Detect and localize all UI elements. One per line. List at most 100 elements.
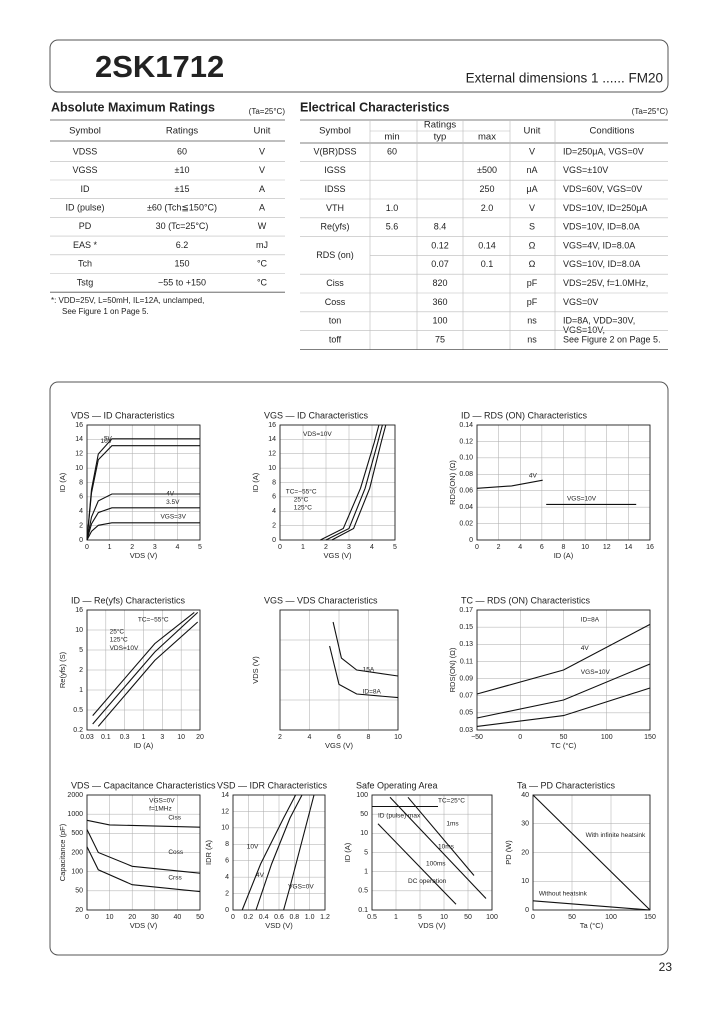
- column-header: Symbol: [69, 126, 101, 137]
- x-tick-label: 100: [605, 914, 617, 921]
- x-tick-label: 8: [562, 544, 566, 551]
- x-axis-label: VDS (V): [130, 551, 158, 560]
- y-tick-label: 12: [268, 451, 276, 458]
- unit-cell: V: [529, 203, 535, 213]
- graph-title: VGS — ID Characteristics: [264, 410, 369, 420]
- value-cell: 5.6: [386, 222, 399, 232]
- y-tick-label: 0: [272, 537, 276, 544]
- y-tick-label: 10: [75, 465, 83, 472]
- curve-label: VDS=10V: [303, 431, 332, 438]
- y-tick-label: 0: [525, 907, 529, 914]
- y-tick-label: 10: [521, 878, 529, 885]
- x-tick-label: 0.4: [259, 914, 269, 921]
- x-tick-label: 2: [497, 544, 501, 551]
- y-tick-label: 14: [221, 792, 229, 799]
- y-tick-label: 0.2: [73, 727, 83, 734]
- plot-frame: [279, 424, 396, 541]
- table-cell: °C: [257, 259, 268, 269]
- curve: [92, 611, 195, 716]
- condition-cell: VDS=10V, ID=8.0A: [563, 222, 640, 232]
- condition-cell: VGS=0V: [563, 297, 598, 307]
- y-tick-label: 30: [521, 821, 529, 828]
- subcolumn-header: max: [478, 132, 496, 143]
- plot-frame: [86, 794, 201, 911]
- curve-label: VDS=10V: [110, 645, 139, 652]
- curve: [283, 794, 315, 911]
- y-tick-label: 4: [272, 508, 276, 515]
- x-tick-label: 0.3: [120, 734, 130, 741]
- curve: [532, 900, 651, 911]
- x-tick-label: 0.1: [101, 734, 111, 741]
- curve-label: 4V: [581, 645, 590, 652]
- y-tick-label: 8: [272, 479, 276, 486]
- abs-condition: (Ta=25°C): [249, 107, 286, 116]
- x-tick-label: 20: [196, 734, 204, 741]
- x-tick-label: 5: [393, 544, 397, 551]
- symbol-cell: Re(yfs): [321, 222, 350, 232]
- curve: [476, 623, 651, 695]
- curve-label: VGS=10V: [567, 495, 597, 502]
- x-tick-label: 14: [624, 544, 632, 551]
- column-header: Unit: [524, 126, 541, 137]
- y-tick-label: 2: [225, 890, 229, 897]
- table-cell: Tstg: [77, 277, 94, 287]
- subcolumn-header: typ: [434, 132, 447, 143]
- table-cell: V: [259, 165, 265, 175]
- x-tick-label: 100: [486, 914, 498, 921]
- table-cell: ±15: [175, 184, 190, 194]
- curve-label: 5V: [104, 436, 113, 443]
- graph-title: VDS — ID Characteristics: [71, 410, 175, 420]
- table-cell: ±10: [175, 165, 190, 175]
- x-tick-label: 10: [581, 544, 589, 551]
- condition-cell: ID=250μA, VGS=0V: [563, 146, 644, 156]
- table-cell: ±60 (Tch≦150°C): [147, 202, 217, 212]
- curve: [407, 796, 475, 876]
- y-tick-label: 1: [79, 687, 83, 694]
- curve: [476, 479, 543, 489]
- x-tick-label: 0: [518, 734, 522, 741]
- unit-cell: ns: [527, 334, 537, 344]
- value-cell: 2.0: [481, 203, 494, 213]
- condition-cell: VDS=10V, ID=250μA: [563, 203, 647, 213]
- column-header: Symbol: [319, 126, 351, 137]
- y-tick-label: 100: [356, 792, 368, 799]
- y-tick-label: 0.17: [459, 607, 473, 614]
- x-tick-label: 4: [175, 544, 179, 551]
- x-tick-label: 0.8: [289, 914, 299, 921]
- curve-label: DC operation: [408, 878, 447, 885]
- condition-cell: VGS=10V,: [563, 325, 605, 335]
- column-header: Unit: [254, 126, 271, 137]
- curve-label: f=1MHz: [149, 806, 172, 813]
- y-tick-label: 2000: [67, 792, 83, 799]
- value-cell: 250: [479, 184, 494, 194]
- x-axis-label: Ta (°C): [580, 921, 604, 930]
- curve: [476, 663, 651, 719]
- y-tick-label: 6: [79, 494, 83, 501]
- x-tick-label: 0: [85, 914, 89, 921]
- x-tick-label: 10: [177, 734, 185, 741]
- y-tick-label: 5: [79, 647, 83, 654]
- x-tick-label: 40: [174, 914, 182, 921]
- x-tick-label: 2: [278, 734, 282, 741]
- curve: [476, 687, 651, 727]
- y-tick-label: 0.05: [459, 710, 473, 717]
- x-tick-label: 3: [160, 734, 164, 741]
- symbol-cell: V(BR)DSS: [313, 146, 356, 156]
- x-tick-label: 16: [646, 544, 654, 551]
- y-axis-label: IDR (A): [204, 840, 213, 866]
- curve-label: 25°C: [110, 627, 125, 635]
- table-cell: A: [259, 202, 265, 212]
- x-axis-label: ID (A): [554, 551, 574, 560]
- curve-label: ID (pulse) max: [378, 812, 421, 819]
- y-tick-label: 12: [75, 451, 83, 458]
- plot-frame: [476, 424, 651, 541]
- x-tick-label: 20: [128, 914, 136, 921]
- value-cell: 0.12: [431, 240, 449, 250]
- x-tick-label: 5: [418, 914, 422, 921]
- footnote: See Figure 1 on Page 5.: [62, 307, 149, 316]
- y-tick-label: 40: [521, 792, 529, 799]
- y-tick-label: 2: [272, 522, 276, 529]
- curve-label: 10ms: [438, 843, 455, 850]
- symbol-cell: toff: [329, 334, 342, 344]
- y-tick-label: 50: [360, 811, 368, 818]
